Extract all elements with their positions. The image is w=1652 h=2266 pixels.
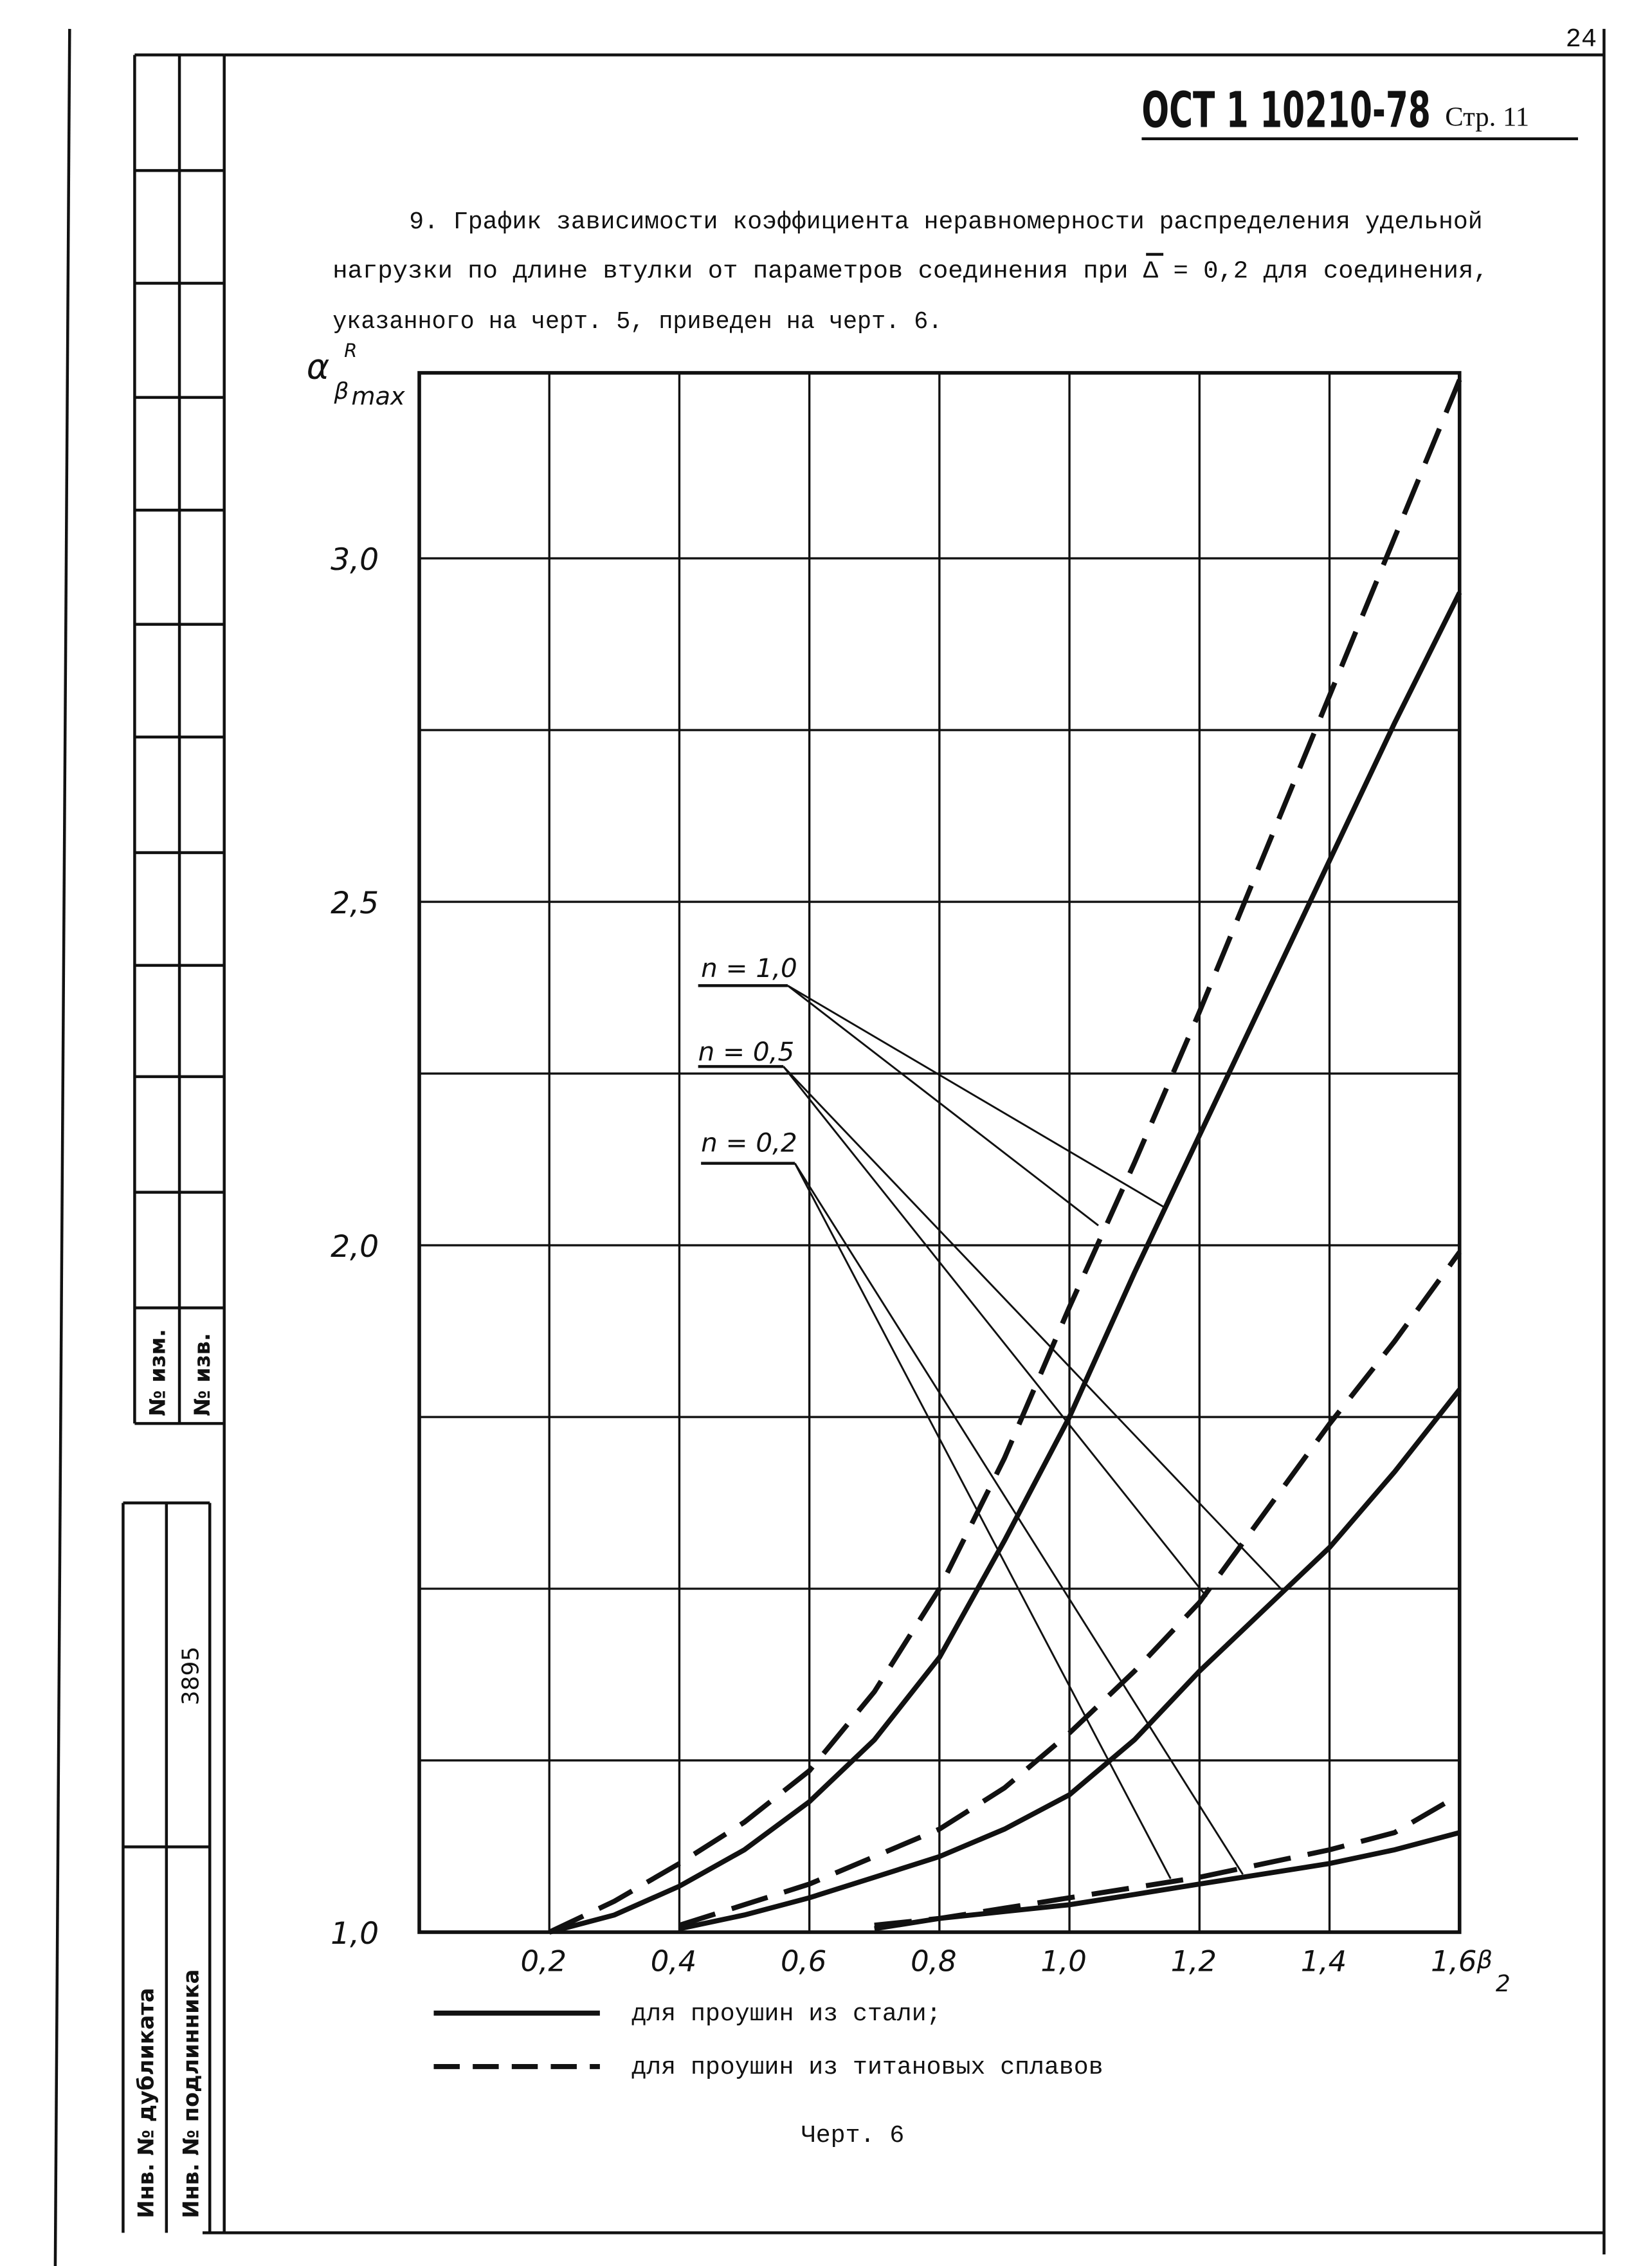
stamp-change-no: № изм. <box>145 1329 170 1416</box>
stamp-notice-no: № изв. <box>190 1333 215 1416</box>
y-axis-label: α <box>307 347 330 387</box>
stamp-grid <box>122 53 226 2233</box>
paragraph-line: нагрузки по длине втулки от параметров с… <box>332 257 1488 285</box>
paragraph-line: указанного на черт. 5, приведен на черт.… <box>332 308 942 336</box>
y-axis-label: R <box>344 340 357 361</box>
page-number: 24 <box>1566 25 1597 55</box>
legend-label: для проушин из титановых сплавов <box>631 2054 1103 2081</box>
y-tick-label: 2,5 <box>331 886 379 921</box>
curve-label: n = 0,5 <box>698 1036 795 1067</box>
x-axis-label: β <box>1476 1946 1493 1975</box>
x-tick-label: 1,0 <box>1040 1944 1086 1978</box>
y-tick-label: 3,0 <box>331 542 379 578</box>
y-axis-label: max <box>351 383 405 411</box>
x-tick-label: 0,8 <box>911 1944 956 1978</box>
steel-curve <box>678 1387 1462 1932</box>
x-axis-label: 2 <box>1496 1971 1511 1997</box>
leader-line <box>787 985 1099 1227</box>
doc-page: Стр. 11 <box>1445 102 1529 132</box>
leader-line <box>787 985 1164 1208</box>
x-tick-label: 0,4 <box>651 1944 696 1978</box>
steel-curve <box>549 591 1462 1935</box>
y-axis-label: β <box>333 378 349 405</box>
y-tick-label: 1,0 <box>331 1916 379 1951</box>
x-tick-label: 1,4 <box>1301 1944 1347 1978</box>
titanium-curve <box>548 378 1462 1935</box>
curve-label: n = 0,2 <box>701 1128 797 1158</box>
y-tick-label: 2,0 <box>331 1229 379 1265</box>
stamp-duplicate: Инв. № дубликата <box>134 1987 159 2218</box>
stamp-number: 3895 <box>177 1647 204 1705</box>
x-tick-label: 0,6 <box>781 1944 826 1978</box>
steel-curve <box>874 1830 1460 1932</box>
binding-line <box>53 28 71 2266</box>
stamp-original: Инв. № подлинника <box>178 1969 203 2218</box>
paragraph-line: 9. График зависимости коэффициента нерав… <box>409 208 1482 236</box>
x-tick-label: 1,2 <box>1171 1944 1217 1978</box>
curve-label: n = 1,0 <box>701 953 797 983</box>
leader-line <box>783 1066 1208 1598</box>
legend-label: для проушин из стали; <box>631 2000 941 2028</box>
leader-line <box>794 1162 1244 1875</box>
leader-line <box>783 1066 1283 1591</box>
caption: Черт. 6 <box>801 2122 904 2150</box>
doc-code: ОСТ 1 10210-78 <box>1141 82 1430 140</box>
titanium-curve <box>874 1792 1461 1928</box>
titanium-curve <box>678 1250 1462 1928</box>
x-tick-label: 1,6 <box>1431 1944 1476 1978</box>
x-tick-label: 0,2 <box>521 1944 567 1978</box>
leader-line <box>794 1163 1172 1879</box>
